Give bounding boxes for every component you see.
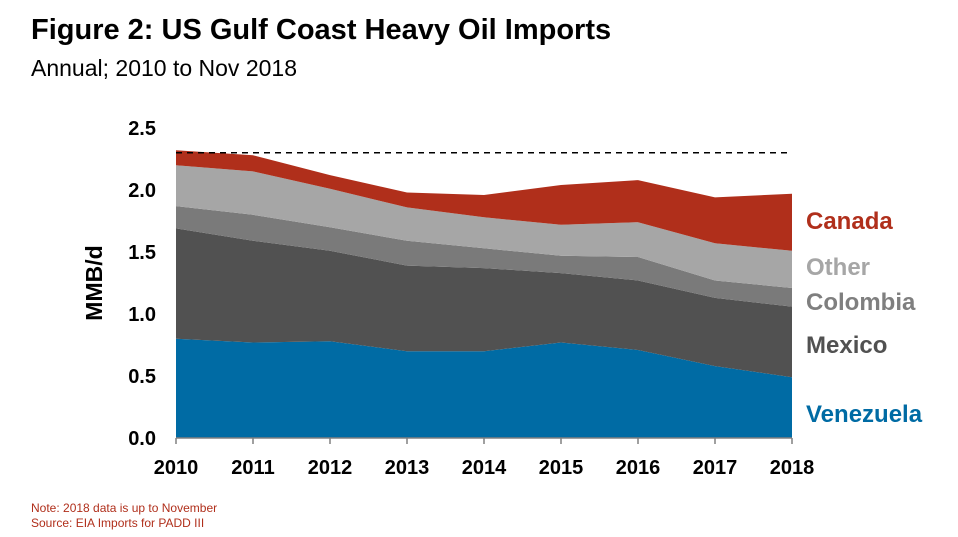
y-tick-label: 1.0 — [128, 304, 156, 326]
source-text: Source: EIA Imports for PADD III — [31, 516, 205, 530]
y-tick-label: 1.5 — [128, 242, 156, 264]
area-mexico — [176, 228, 792, 378]
chart-subtitle: Annual; 2010 to Nov 2018 — [31, 55, 297, 81]
y-tick-label: 2.5 — [128, 118, 156, 140]
series-label-other: Other — [806, 254, 870, 281]
x-tick-label: 2018 — [770, 457, 815, 479]
x-tick-label: 2017 — [693, 457, 738, 479]
area-venezuela — [176, 338, 792, 438]
chart-canvas: 2010 2011 2012 2013 2014 2015 2016 2017 2018 0.0… — [81, 118, 923, 479]
x-tick-label: 2011 — [231, 457, 274, 479]
y-axis-label: MMB/d — [81, 245, 107, 320]
chart-title: Figure 2: US Gulf Coast Heavy Oil Import… — [31, 14, 612, 46]
x-tick-label: 2010 — [154, 457, 199, 479]
series-label-colombia: Colombia — [806, 289, 916, 316]
area-other — [176, 165, 792, 288]
note-text: Note: 2018 data is up to November — [31, 501, 218, 515]
x-tick-label: 2015 — [539, 457, 584, 479]
series-label-mexico: Mexico — [806, 332, 887, 359]
y-tick-label: 2.0 — [128, 180, 156, 202]
series-label-canada: Canada — [806, 208, 893, 235]
x-tick-label: 2016 — [616, 457, 661, 479]
y-tick-label: 0.0 — [128, 428, 156, 450]
series-label-venezuela: Venezuela — [806, 401, 923, 428]
x-tick-label: 2014 — [462, 457, 507, 479]
x-ticks: 2010 2011 2012 2013 2014 2015 2016 2017 2018 — [154, 438, 815, 479]
footnotes: Note: 2018 data is up to November Source… — [31, 501, 217, 531]
series-labels: Venezuela Mexico Colombia Other Canada — [806, 208, 923, 428]
area-colombia — [176, 206, 792, 307]
x-tick-label: 2013 — [385, 457, 430, 479]
x-tick-label: 2012 — [308, 457, 353, 479]
area-canada — [176, 150, 792, 251]
stacked-areas — [176, 150, 792, 438]
y-ticks: 0.0 0.5 1.0 1.5 2.0 2.5 — [128, 118, 156, 450]
y-tick-label: 0.5 — [128, 366, 156, 388]
